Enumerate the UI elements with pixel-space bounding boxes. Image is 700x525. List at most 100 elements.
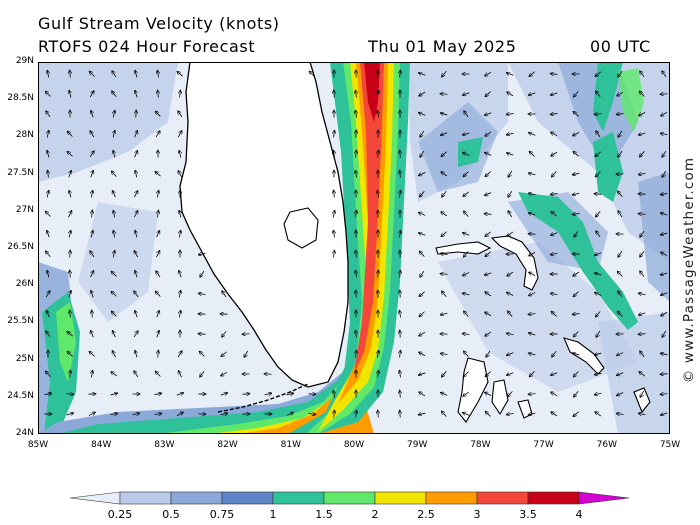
current-direction-arrow-icon	[661, 413, 668, 415]
current-direction-arrow-icon	[507, 153, 514, 155]
current-direction-arrow-icon	[508, 170, 513, 177]
current-direction-arrow-icon	[180, 91, 181, 98]
current-direction-arrow-icon	[463, 191, 470, 196]
current-direction-arrow-icon	[463, 371, 469, 377]
current-direction-arrow-icon	[441, 231, 447, 237]
current-direction-arrow-icon	[135, 131, 138, 138]
current-direction-arrow-icon	[441, 254, 448, 255]
current-direction-arrow-icon	[48, 171, 49, 178]
current-direction-arrow-icon	[133, 331, 138, 338]
current-direction-arrow-icon	[113, 331, 116, 338]
current-direction-arrow-icon	[529, 333, 536, 335]
current-direction-arrow-icon	[91, 371, 92, 378]
velocity-map	[38, 62, 670, 434]
current-direction-arrow-icon	[356, 151, 357, 158]
current-direction-arrow-icon	[661, 273, 668, 275]
current-direction-arrow-icon	[441, 393, 448, 396]
current-direction-arrow-icon	[46, 211, 51, 217]
lon-label: 84W	[91, 440, 112, 450]
current-direction-arrow-icon	[552, 350, 557, 357]
current-direction-arrow-icon	[573, 132, 580, 135]
current-direction-arrow-icon	[617, 392, 624, 395]
current-direction-arrow-icon	[420, 251, 425, 257]
current-direction-arrow-icon	[441, 274, 448, 275]
current-direction-arrow-icon	[551, 412, 558, 417]
current-direction-arrow-icon	[221, 371, 228, 375]
current-direction-arrow-icon	[419, 331, 426, 336]
current-direction-arrow-icon	[199, 293, 206, 294]
current-direction-arrow-icon	[441, 353, 448, 354]
current-direction-arrow-icon	[134, 371, 139, 378]
lat-label: 29N	[15, 56, 34, 66]
current-direction-arrow-icon	[199, 334, 206, 335]
current-direction-arrow-icon	[176, 393, 184, 395]
current-direction-arrow-icon	[485, 71, 492, 76]
current-direction-arrow-icon	[113, 251, 114, 258]
current-direction-arrow-icon	[356, 131, 357, 138]
current-direction-arrow-icon	[66, 394, 74, 395]
current-direction-arrow-icon	[90, 72, 95, 77]
current-direction-arrow-icon	[595, 194, 602, 195]
current-direction-arrow-icon	[222, 330, 227, 337]
current-direction-arrow-icon	[639, 214, 646, 215]
current-direction-arrow-icon	[67, 152, 73, 157]
current-direction-arrow-icon	[573, 193, 580, 195]
lon-label: 76W	[596, 440, 617, 450]
colorbar-segment	[527, 491, 580, 505]
current-direction-arrow-icon	[156, 251, 159, 258]
current-direction-arrow-icon	[618, 211, 623, 218]
current-direction-arrow-icon	[355, 171, 356, 178]
current-direction-arrow-icon	[661, 293, 668, 295]
current-direction-arrow-icon	[242, 394, 250, 395]
lat-label: 28N	[15, 130, 34, 141]
current-direction-arrow-icon	[551, 93, 558, 95]
current-direction-arrow-icon	[70, 71, 71, 78]
current-direction-arrow-icon	[463, 293, 470, 295]
current-direction-arrow-icon	[573, 411, 579, 416]
lat-label: 26N	[15, 279, 34, 290]
current-direction-arrow-icon	[640, 250, 645, 257]
current-direction-arrow-icon	[92, 211, 93, 218]
current-direction-arrow-icon	[640, 151, 645, 156]
current-direction-arrow-icon	[573, 291, 579, 297]
current-direction-arrow-icon	[286, 393, 294, 394]
current-direction-arrow-icon	[420, 270, 425, 277]
current-direction-arrow-icon	[595, 253, 602, 255]
current-direction-arrow-icon	[111, 372, 118, 377]
current-direction-arrow-icon	[112, 272, 117, 277]
current-direction-arrow-icon	[485, 131, 492, 136]
current-direction-arrow-icon	[112, 311, 117, 317]
current-direction-arrow-icon	[485, 392, 492, 396]
current-direction-arrow-icon	[617, 373, 624, 376]
current-direction-arrow-icon	[463, 93, 470, 95]
current-direction-arrow-icon	[419, 233, 426, 235]
current-direction-arrow-icon	[333, 211, 334, 218]
current-direction-arrow-icon	[420, 150, 425, 157]
current-direction-arrow-icon	[485, 371, 491, 377]
current-direction-arrow-icon	[89, 151, 94, 158]
current-direction-arrow-icon	[485, 231, 491, 236]
current-direction-arrow-icon	[156, 271, 161, 278]
current-direction-arrow-icon	[200, 352, 205, 357]
current-direction-arrow-icon	[551, 194, 558, 195]
current-direction-arrow-icon	[442, 291, 447, 297]
current-direction-arrow-icon	[596, 311, 601, 316]
current-direction-arrow-icon	[507, 333, 514, 334]
current-direction-arrow-icon	[70, 271, 71, 278]
colorbar-segment	[323, 491, 376, 505]
current-direction-arrow-icon	[308, 413, 316, 414]
current-direction-arrow-icon	[529, 394, 536, 395]
current-direction-arrow-icon	[595, 293, 602, 296]
current-direction-arrow-icon	[640, 351, 645, 358]
current-direction-arrow-icon	[551, 373, 558, 375]
colorbar-tick-label: 3	[473, 508, 481, 521]
current-direction-arrow-icon	[442, 71, 447, 76]
current-direction-arrow-icon	[595, 114, 602, 115]
current-direction-arrow-icon	[596, 211, 601, 216]
current-direction-arrow-icon	[639, 293, 646, 295]
current-direction-arrow-icon	[419, 172, 426, 176]
current-direction-arrow-icon	[640, 271, 645, 278]
current-direction-arrow-icon	[70, 311, 71, 318]
current-direction-arrow-icon	[662, 330, 667, 337]
current-direction-arrow-icon	[507, 293, 514, 296]
